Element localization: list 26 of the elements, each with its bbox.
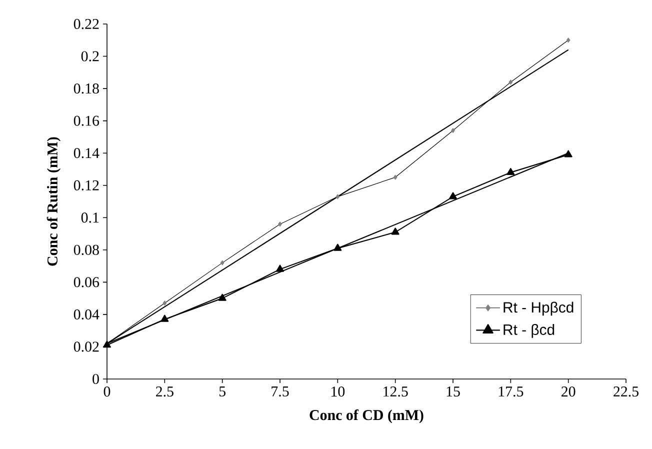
y-tick-label: 0 (92, 374, 99, 384)
x-tick-label: 22.5 (614, 386, 638, 397)
x-tick-label: 12.5 (384, 386, 408, 397)
y-axis-title: Conc of Rutin (mM) (46, 137, 61, 266)
x-tick-label: 20 (562, 386, 576, 397)
y-tick-label: 0.1 (81, 212, 99, 223)
legend-label: Rt - Hpβcd (504, 302, 574, 316)
x-tick-label: 10 (332, 386, 345, 397)
legend-label: Rt - βcd (504, 324, 554, 338)
x-tick-label: 5 (219, 386, 226, 396)
y-tick-label: 0.02 (74, 342, 99, 352)
y-tick-label: 0.2 (81, 51, 99, 62)
y-tick-label: 0.14 (74, 148, 100, 158)
x-tick-label: 7.5 (272, 386, 289, 397)
y-tick-label: 0.04 (74, 309, 100, 320)
y-tick-label: 0.12 (74, 180, 99, 190)
x-tick-label: 0 (104, 386, 110, 397)
y-tick-label: 0.16 (74, 116, 100, 126)
y-tick-label: 0.08 (74, 244, 99, 255)
y-tick-label: 0.06 (74, 277, 100, 288)
x-axis-title: Conc of CD (mM) (310, 409, 424, 424)
x-tick-label: 15 (446, 386, 460, 397)
x-tick-label: 2.5 (156, 386, 174, 397)
y-tick-label: 0.18 (74, 83, 99, 94)
y-tick-label: 0.22 (74, 18, 99, 30)
x-tick-label: 17.5 (498, 386, 524, 397)
